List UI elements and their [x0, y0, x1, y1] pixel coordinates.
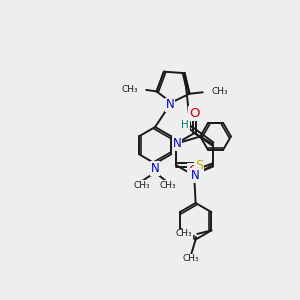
Text: N: N: [191, 169, 200, 182]
Text: S: S: [195, 158, 203, 172]
Text: O: O: [189, 107, 200, 120]
Text: N: N: [151, 162, 160, 175]
Text: CH₃: CH₃: [122, 85, 138, 94]
Text: CH₃: CH₃: [160, 181, 176, 190]
Text: CH₃: CH₃: [176, 230, 192, 238]
Text: N: N: [172, 137, 182, 150]
Text: N: N: [166, 98, 174, 111]
Text: CH₃: CH₃: [211, 87, 228, 96]
Text: CH₃: CH₃: [183, 254, 200, 263]
Text: CH₃: CH₃: [134, 181, 150, 190]
Text: H: H: [181, 120, 189, 130]
Text: O: O: [188, 164, 199, 177]
